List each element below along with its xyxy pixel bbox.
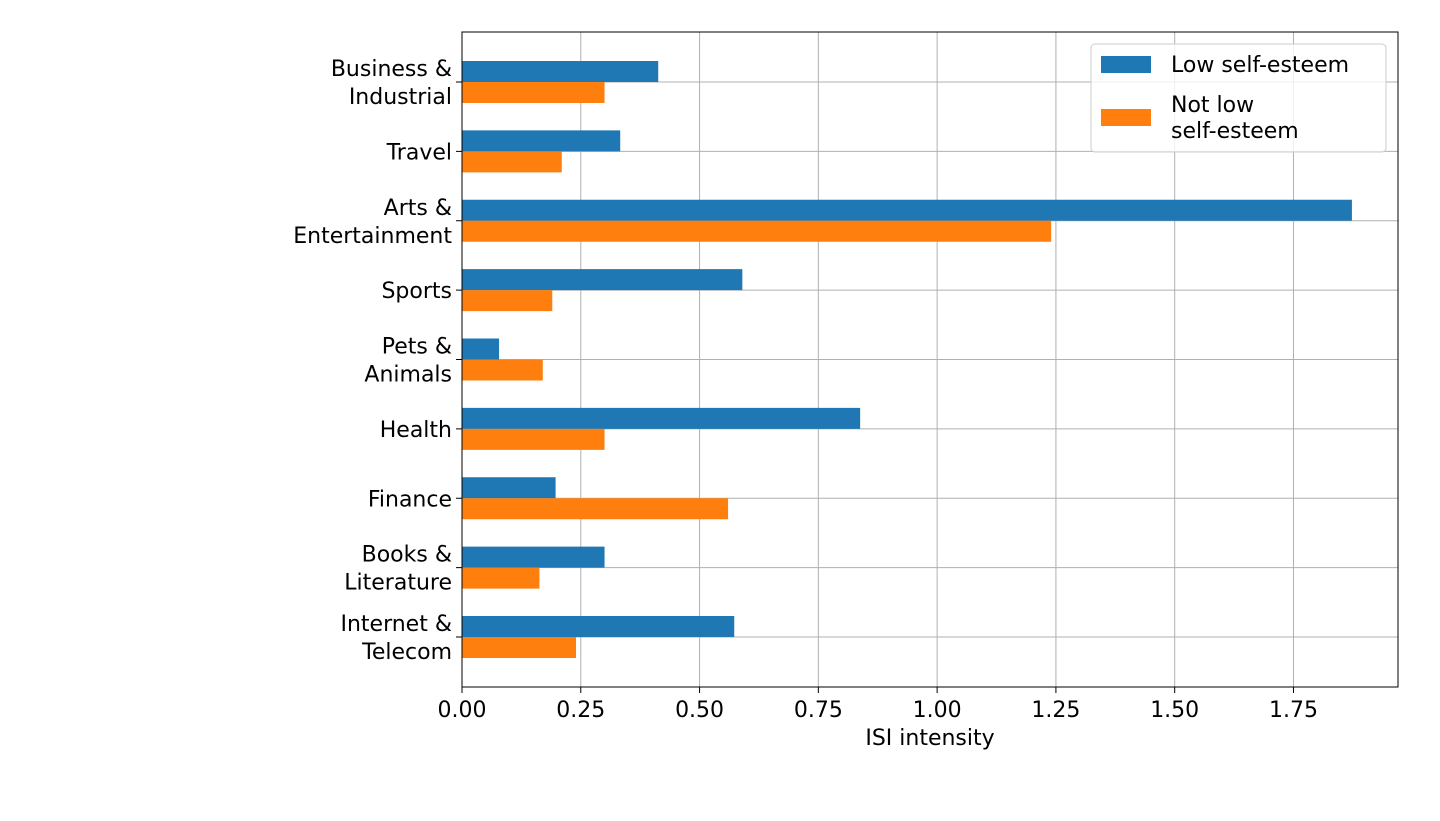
legend-swatch (1101, 56, 1151, 73)
legend-label: Low self-esteem (1171, 53, 1349, 78)
bar-not-low-self-esteem (462, 290, 553, 312)
x-tick-label: 1.75 (1269, 698, 1318, 723)
y-tick-label: Pets & Animals (364, 335, 452, 388)
y-axis-ticks: Business & Industrial Travel Arts & Entertai… (293, 57, 462, 665)
x-tick-label: 0.75 (794, 698, 843, 723)
y-tick-label: Internet & Telecom (340, 612, 452, 665)
bar-not-low-self-esteem (462, 220, 1052, 242)
y-tick-label: Books & Literature (344, 543, 452, 596)
bars (462, 61, 1352, 658)
x-tick-label: 0.25 (556, 698, 605, 723)
bar-low-self-esteem (462, 338, 500, 360)
bar-low-self-esteem (462, 130, 621, 152)
bar-low-self-esteem (462, 61, 659, 82)
y-tick-label: Health (380, 418, 452, 443)
bar-not-low-self-esteem (462, 359, 543, 381)
bar-low-self-esteem (462, 269, 743, 291)
y-tick-label: Travel (386, 140, 452, 165)
legend-label: Not low self-esteem (1171, 93, 1299, 144)
x-axis-title: ISI intensity (865, 726, 994, 751)
bar-not-low-self-esteem (462, 428, 605, 450)
y-tick-label: Finance (368, 487, 452, 512)
bar-low-self-esteem (462, 199, 1352, 221)
bar-low-self-esteem (462, 407, 861, 429)
x-axis-ticks: 0.00 0.25 0.50 0.75 1.00 1.25 1.50 1.75 (438, 687, 1318, 723)
bar-low-self-esteem (462, 616, 735, 637)
bar-low-self-esteem (462, 546, 605, 568)
bar-low-self-esteem (462, 477, 556, 499)
legend-swatch (1101, 109, 1151, 126)
legend: Low self-esteem Not low self-esteem (1090, 43, 1387, 153)
bar-not-low-self-esteem (462, 567, 540, 589)
y-tick-label: Business & Industrial (331, 57, 452, 110)
x-tick-label: 0.00 (438, 698, 487, 723)
y-tick-label: Sports (381, 279, 452, 304)
bar-not-low-self-esteem (462, 637, 577, 658)
x-tick-label: 1.25 (1031, 698, 1080, 723)
x-tick-label: 1.00 (913, 698, 962, 723)
x-tick-label: 1.50 (1150, 698, 1199, 723)
bar-not-low-self-esteem (462, 498, 729, 520)
bar-not-low-self-esteem (462, 82, 605, 103)
bar-not-low-self-esteem (462, 151, 562, 173)
legend-box (1090, 43, 1387, 153)
x-tick-label: 0.50 (675, 698, 724, 723)
y-tick-label: Arts & Entertainment (293, 196, 452, 249)
